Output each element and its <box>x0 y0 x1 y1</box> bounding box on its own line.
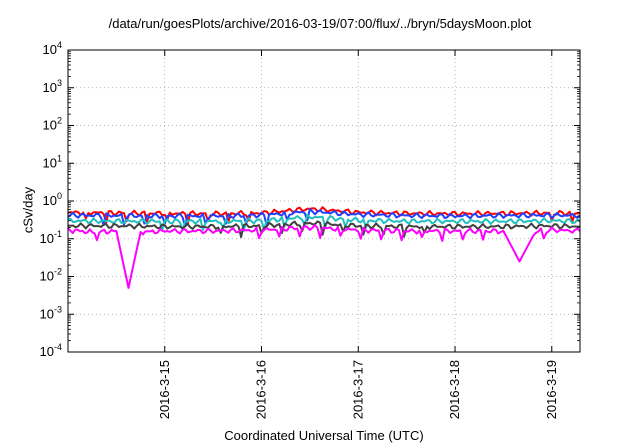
x-tick-labels: 2016-3-15 2016-3-16 2016-3-17 2016-3-18 2016… <box>157 360 559 419</box>
y-axis-label: cSv/day <box>20 186 36 234</box>
x-tick-label: 2016-3-17 <box>350 360 365 419</box>
chart-title: /data/run/goesPlots/archive/2016-03-19/0… <box>108 16 532 31</box>
axis-ticks <box>68 49 580 353</box>
series-line <box>67 224 581 289</box>
series-line <box>67 213 581 232</box>
x-tick-label: 2016-3-19 <box>544 360 559 419</box>
x-tick-label: 2016-3-18 <box>447 360 462 419</box>
y-tick-label: 103 <box>43 78 62 95</box>
y-tick-label: 10-4 <box>40 342 62 359</box>
series-line <box>67 220 580 238</box>
x-tick-label: 2016-3-15 <box>157 360 172 419</box>
x-tick-label: 2016-3-16 <box>254 360 269 419</box>
series-lines <box>67 206 581 289</box>
y-tick-label: 102 <box>43 116 62 133</box>
y-tick-label: 104 <box>43 40 62 57</box>
x-axis-label: Coordinated Universal Time (UTC) <box>224 428 424 443</box>
y-tick-label: 10-1 <box>40 229 62 246</box>
y-tick-label: 10-3 <box>40 304 62 321</box>
y-tick-label: 100 <box>43 191 62 208</box>
y-tick-label: 10-2 <box>40 267 62 284</box>
y-tick-label: 101 <box>43 153 62 170</box>
series-line <box>67 208 581 228</box>
grid-lines <box>68 50 580 352</box>
y-tick-labels: 10-4 10-3 10-2 10-1 100 101 102 103 104 <box>40 40 62 359</box>
